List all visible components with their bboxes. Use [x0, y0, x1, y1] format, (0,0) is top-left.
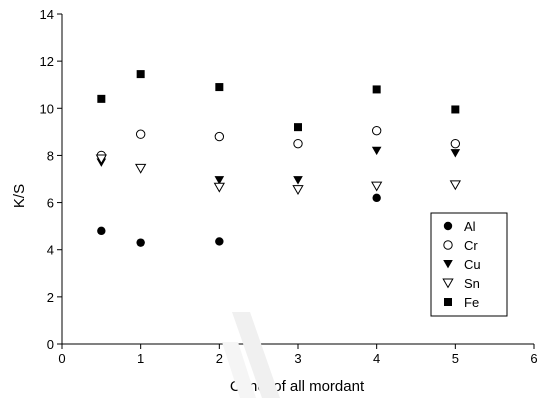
- x-tick-label: 6: [530, 351, 537, 366]
- data-point-cu: [450, 149, 461, 158]
- data-point-sn: [449, 180, 461, 191]
- data-point-cu: [371, 146, 382, 156]
- y-tick-label: 10: [40, 101, 54, 116]
- x-tick-label: 5: [452, 351, 459, 366]
- data-point-fe: [136, 70, 145, 79]
- data-point-fe: [451, 105, 460, 114]
- data-point-al: [215, 237, 224, 246]
- legend-label-cu: Cu: [464, 257, 481, 272]
- legend-label-sn: Sn: [464, 276, 480, 291]
- data-points: [95, 70, 461, 247]
- data-point-sn: [135, 163, 147, 174]
- data-point-fe: [97, 94, 106, 103]
- legend-marker-cr: [443, 240, 453, 250]
- legend-label-cr: Cr: [464, 238, 478, 253]
- x-tick-label: 1: [137, 351, 144, 366]
- legend-marker-sn: [442, 278, 454, 289]
- data-point-fe: [372, 85, 381, 94]
- x-tick-label: 2: [216, 351, 223, 366]
- y-tick-label: 6: [47, 196, 54, 211]
- y-axis-title: K/S: [11, 184, 28, 208]
- legend-marker-fe: [444, 298, 452, 306]
- data-point-sn: [213, 182, 225, 193]
- data-point-fe: [215, 83, 224, 92]
- legend-label-fe: Fe: [464, 295, 479, 310]
- x-tick-label: 4: [373, 351, 380, 366]
- data-point-sn: [371, 181, 383, 192]
- y-tick-label: 0: [47, 337, 54, 352]
- legend-marker-al: [443, 221, 453, 231]
- y-tick-label: 12: [40, 54, 54, 69]
- legend-box: [430, 212, 508, 317]
- data-point-cu: [214, 176, 225, 185]
- data-point-cr: [450, 138, 461, 149]
- data-point-fe: [294, 123, 302, 132]
- data-point-sn: [95, 154, 107, 165]
- legend-marker-cu: [443, 260, 453, 269]
- y-tick-label: 8: [47, 148, 54, 163]
- data-point-al: [136, 238, 145, 247]
- y-tick-label: 2: [47, 290, 54, 305]
- legend-label-al: Al: [464, 219, 476, 234]
- legend: Al Cr Cu Sn Fe: [430, 212, 508, 317]
- x-tick-label: 3: [294, 351, 301, 366]
- data-point-cr: [214, 131, 225, 142]
- data-point-cr: [135, 129, 146, 139]
- y-tick-label: 14: [40, 7, 54, 22]
- data-point-cr: [371, 125, 382, 136]
- data-point-cu: [293, 176, 303, 185]
- x-tick-label: 0: [58, 351, 65, 366]
- data-point-cr: [293, 138, 303, 149]
- data-point-al: [372, 193, 381, 203]
- data-point-al: [97, 226, 106, 236]
- data-point-sn: [292, 185, 304, 196]
- y-tick-label: 4: [47, 243, 54, 258]
- watermark-shape: [222, 312, 280, 398]
